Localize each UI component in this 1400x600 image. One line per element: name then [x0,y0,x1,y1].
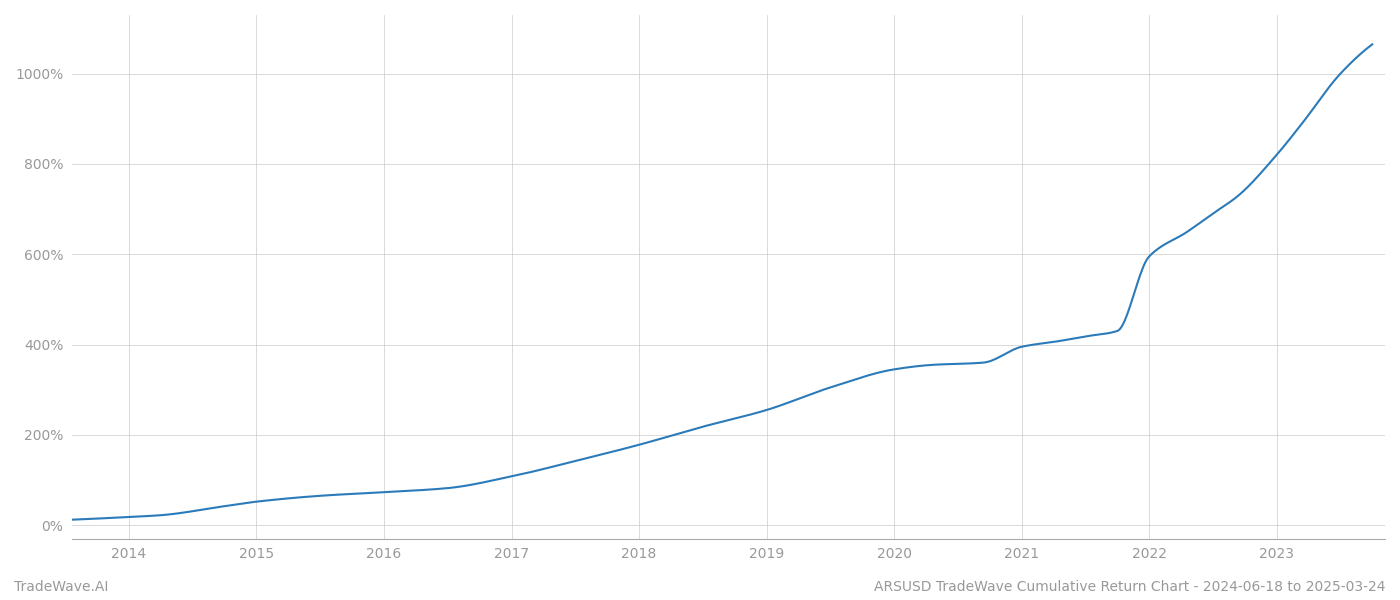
Text: ARSUSD TradeWave Cumulative Return Chart - 2024-06-18 to 2025-03-24: ARSUSD TradeWave Cumulative Return Chart… [875,580,1386,594]
Text: TradeWave.AI: TradeWave.AI [14,580,108,594]
